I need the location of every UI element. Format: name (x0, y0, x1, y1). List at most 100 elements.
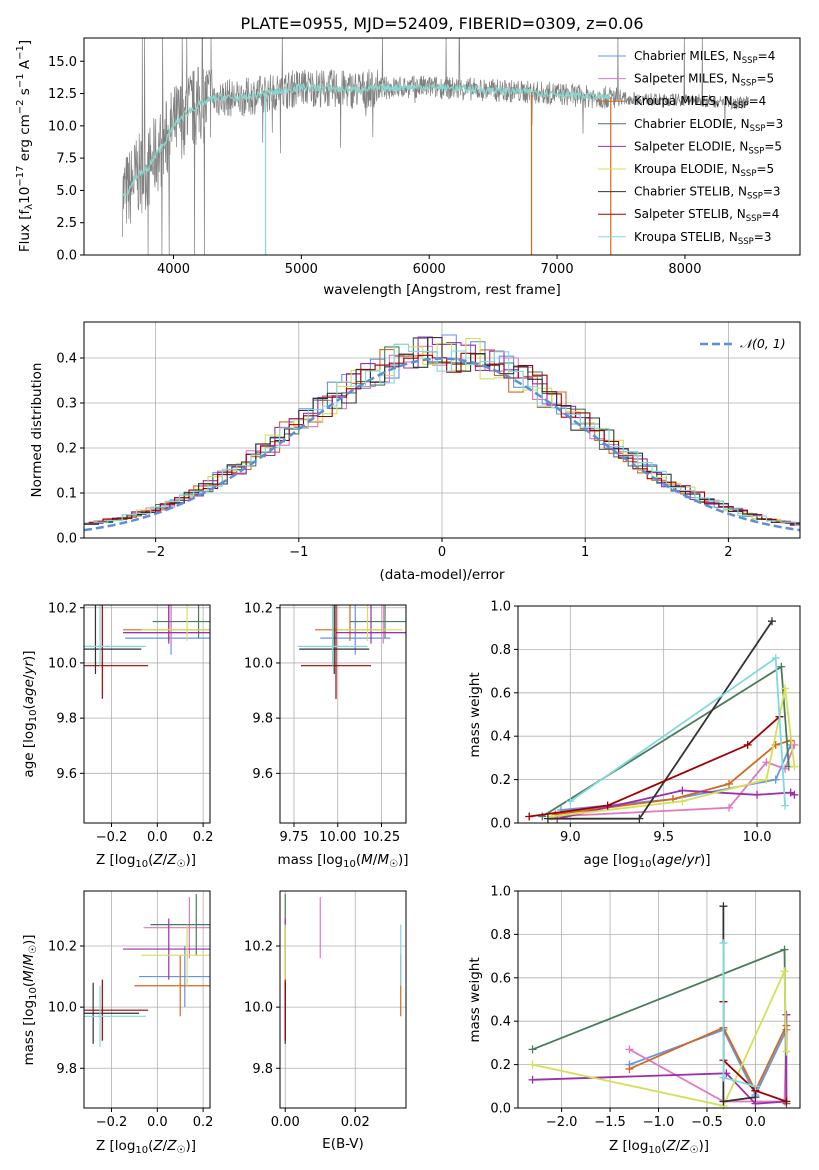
weight-z-xtick-label: −1.5 (594, 1115, 626, 1130)
age-mass-point (332, 605, 403, 641)
model-legend: Chabrier MILES, NSSP=4 Salpeter MILES, NS… (598, 49, 783, 247)
mass-ebv-panel: 0.00 0.02 9.8 10.0 10.2 (244, 890, 407, 1130)
residual-histogram (93, 349, 800, 526)
residual-ytick-label: 0.2 (56, 442, 77, 457)
gaussian-curve (83, 357, 801, 532)
spectrum-xtick-label: 4000 (157, 262, 190, 277)
weight-z-ytick-label: 0.4 (490, 1015, 511, 1030)
mass-z-panel: −0.2 0.0 0.2 9.8 10.0 10.2 (48, 890, 213, 1130)
mass-ebv-xlabel: E(B-V) (322, 1136, 364, 1152)
residual-histogram (88, 352, 800, 525)
weight-age-xtick-label: 9.0 (560, 830, 581, 845)
mass-ebv-ytick-label: 10.2 (244, 940, 273, 955)
weight-age-ytick-label: 0.8 (490, 643, 511, 658)
spectrum-xtick-label: 7000 (541, 262, 574, 277)
weight-age-marker (762, 775, 771, 784)
age-mass-ytick-label: 9.6 (252, 767, 273, 782)
weight-age-ylabel: mass weight (467, 672, 483, 757)
weight-age-panel: 9.0 9.5 10.0 0.0 0.2 0.4 0.6 0.8 1.0 (490, 600, 801, 845)
legend-entry: Kroupa ELODIE, NSSP=5 (634, 162, 774, 179)
weight-z-series (532, 1014, 788, 1105)
residual-ytick-label: 0.4 (56, 352, 77, 367)
weight-age-ytick-label: 0.6 (490, 686, 511, 701)
age-mass-ytick-label: 10.2 (244, 601, 273, 616)
mass-ebv-frame (279, 890, 407, 1109)
weight-z-xtick-label: −2.0 (546, 1115, 578, 1130)
residual-histogram (84, 337, 800, 525)
mass-z-point (122, 918, 210, 980)
spectrum-xlabel: wavelength [Angstrom, rest frame] (323, 282, 561, 298)
age-mass-xtick-label: 9.75 (280, 830, 309, 845)
mass-z-ytick-label: 10.0 (48, 1001, 77, 1016)
weight-age-ytick-label: 0.2 (490, 773, 511, 788)
weight-z-marker (528, 1075, 537, 1084)
age-z-point (152, 605, 210, 639)
residual-ylabel: Normed distribution (29, 363, 45, 498)
weight-age-ytick-label: 0.4 (490, 730, 511, 745)
residual-xtick-label: 0 (438, 545, 446, 560)
weight-z-ylabel: mass weight (467, 957, 483, 1042)
weight-age-marker (678, 797, 687, 806)
weight-age-series (547, 620, 773, 820)
age-mass-ytick-label: 9.8 (252, 712, 273, 727)
weight-z-xtick-label: −0.5 (691, 1115, 723, 1130)
mass-z-xtick-label: 0.0 (147, 1115, 168, 1130)
age-z-xtick-label: 0.0 (147, 830, 168, 845)
legend-entry: Chabrier STELIB, NSSP=3 (634, 185, 781, 202)
weight-age-marker (725, 779, 734, 788)
mass-ebv-xtick-label: 0.02 (341, 1115, 370, 1130)
legend-entry: Kroupa STELIB, NSSP=3 (634, 230, 772, 247)
weight-z-marker (719, 939, 728, 948)
weight-age-marker (781, 684, 790, 693)
spectrum-ytick-label: 10.0 (48, 119, 77, 134)
spectrum-model-line (121, 81, 611, 200)
weight-age-xtick-label: 9.5 (653, 830, 674, 845)
weight-z-panel: −2.0 −1.5 −1.0 −0.5 0.0 0.0 0.2 0.4 0.6 0.8 1.0 (490, 885, 801, 1130)
mass-z-point (150, 894, 210, 956)
mass-ebv-ytick-label: 10.0 (244, 1001, 273, 1016)
weight-age-marker (753, 790, 762, 799)
weight-age-series (551, 744, 796, 818)
residual-histogram (88, 345, 800, 526)
figure-title: PLATE=0955, MJD=52409, FIBERID=0309, z=0… (240, 14, 643, 33)
age-z-ylabel: age [log10(age/yr)] (21, 650, 39, 777)
residual-ytick-label: 0.3 (56, 397, 77, 412)
spectrum-ylabel: Flux [fλ10−17 erg cm−2 s−1 A−1] (15, 40, 35, 252)
weight-z-ytick-label: 0.2 (490, 1058, 511, 1073)
residual-xtick-label: 2 (724, 545, 732, 560)
age-mass-point (315, 605, 385, 641)
weight-z-ytick-label: 0.0 (490, 1102, 511, 1117)
weight-z-marker (782, 1047, 791, 1056)
mass-z-xtick-label: −0.2 (96, 1115, 128, 1130)
weight-z-marker (528, 1060, 537, 1069)
weight-age-marker (781, 801, 790, 810)
spectrum-xtick-label: 5000 (285, 262, 318, 277)
weight-z-marker (625, 1045, 634, 1054)
legend-entry: Salpeter MILES, NSSP=5 (634, 72, 774, 89)
weight-age-marker (790, 790, 799, 799)
weight-z-marker (782, 1097, 791, 1106)
mass-z-point (84, 979, 149, 1041)
weight-age-marker (743, 740, 752, 749)
weight-age-marker (790, 762, 799, 771)
residual-xtick-label: −1 (289, 545, 308, 560)
weight-z-xlabel: Z [log10(Z/Z☉)] (609, 1138, 709, 1156)
weight-z-marker (780, 945, 789, 954)
age-mass-point (350, 605, 406, 639)
residual-xlabel: (data-model)/error (379, 567, 505, 583)
weight-z-xtick-label: 0.0 (745, 1115, 766, 1130)
weight-z-series (629, 1025, 788, 1093)
mass-ebv-ytick-label: 9.8 (252, 1062, 273, 1077)
weight-age-marker (525, 812, 534, 821)
mass-z-point (84, 985, 146, 1047)
age-mass-xlabel: mass [log10(M/M☉)] (277, 852, 408, 870)
weight-age-xtick-label: 10.0 (743, 830, 772, 845)
mass-z-xlabel: Z [log10(Z/Z☉)] (96, 1138, 196, 1156)
weight-z-marker (751, 1082, 760, 1091)
age-mass-frame (279, 604, 407, 824)
spectrum-panel: Chabrier MILES, NSSP=4 Salpeter MILES, NS… (15, 37, 801, 298)
weight-z-xtick-label: −1.0 (643, 1115, 675, 1130)
age-z-point (122, 605, 210, 644)
legend-entry: Salpeter ELODIE, NSSP=5 (634, 139, 782, 156)
